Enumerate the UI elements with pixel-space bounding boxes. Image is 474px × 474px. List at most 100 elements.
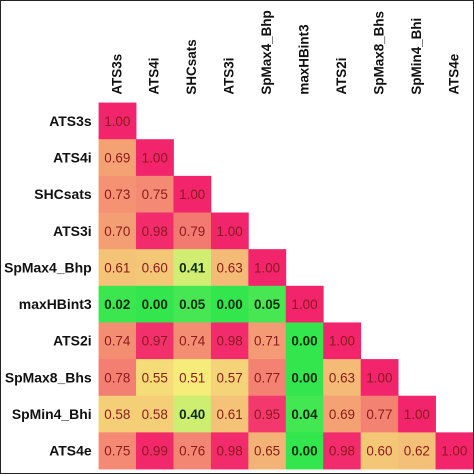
heatmap-cell-ats3i-ats3i (210, 212, 249, 250)
heatmap-cell-ats2i-ats4i (136, 322, 174, 360)
heatmap-value-ats4i-ats3s: 0.69 (104, 151, 130, 166)
heatmap-value-ats4e-ats4e: 1.00 (441, 444, 467, 459)
heatmap-cell-spmax8-bhs-shcsats (173, 359, 212, 397)
heatmap-value-spmax4-bhp-ats3s: 0.61 (104, 260, 130, 275)
heatmap-value-ats3i-ats3s: 0.70 (104, 224, 130, 239)
row-label-ats3s: ATS3s (49, 113, 92, 129)
heatmap-value-spmax8-bhs-spmax8-bhs: 1.00 (366, 370, 392, 385)
heatmap-value-spmax8-bhs-shcsats: 0.51 (179, 370, 205, 385)
heatmap-value-spmin4-bhi-spmax4-bhp: 0.95 (254, 407, 280, 422)
heatmap-value-maxhbint3-shcsats: 0.05 (179, 297, 206, 312)
heatmap-cell-spmin4-bhi-ats4i (136, 395, 174, 433)
heatmap-value-spmin4-bhi-spmax8-bhs: 0.77 (366, 407, 392, 422)
heatmap-value-ats2i-ats4i: 0.97 (142, 334, 168, 349)
heatmap-cell-spmin4-bhi-spmax8-bhs (360, 395, 399, 433)
heatmap-cell-ats2i-ats3s (98, 322, 137, 360)
heatmap-cell-ats4e-maxhbint3 (285, 432, 324, 470)
heatmap-value-spmin4-bhi-shcsats: 0.40 (179, 407, 205, 422)
row-label-maxhbint3: maxHBint3 (19, 296, 92, 312)
heatmap-cell-spmax4-bhp-ats4i (136, 249, 174, 287)
heatmap-cell-ats2i-ats2i (323, 322, 362, 360)
column-label-ats4e: ATS4e (446, 53, 461, 94)
heatmap-value-spmax8-bhs-ats3s: 0.78 (104, 370, 130, 385)
column-label-maxhbint3: maxHBint3 (296, 24, 311, 94)
heatmap-cell-spmin4-bhi-maxhbint3 (285, 395, 324, 433)
heatmap-cell-spmin4-bhi-spmax4-bhp (248, 395, 287, 433)
column-label-ats4i: ATS4i (147, 58, 162, 95)
heatmap-cell-ats2i-spmax4-bhp (248, 322, 287, 360)
heatmap-value-spmax4-bhp-ats4i: 0.60 (142, 260, 168, 275)
heatmap-cell-ats4i-ats3s (98, 139, 137, 177)
heatmap-cell-spmin4-bhi-ats3s (98, 395, 137, 433)
heatmap-cell-ats4e-ats4i (136, 432, 174, 470)
heatmap-cell-spmax8-bhs-ats3s (98, 359, 137, 397)
heatmap-cell-ats4e-spmax4-bhp (248, 432, 287, 470)
heatmap-value-maxhbint3-ats3i: 0.00 (217, 297, 243, 312)
heatmap-value-spmax4-bhp-spmax4-bhp: 1.00 (254, 260, 280, 275)
heatmap-value-ats3i-ats4i: 0.98 (142, 224, 168, 239)
heatmap-cell-ats2i-shcsats (173, 322, 212, 360)
heatmap-cell-spmin4-bhi-spmin4-bhi (398, 395, 436, 433)
heatmap-value-ats2i-maxhbint3: 0.00 (291, 334, 317, 349)
heatmap-cell-ats3s-ats3s (98, 102, 137, 140)
heatmap-value-spmax4-bhp-ats3i: 0.63 (217, 260, 243, 275)
row-label-spmax8-bhs: SpMax8_Bhs (5, 369, 92, 385)
row-labels: ATS3s ATS4i SHCsats ATS3i SpMax4_Bhp maxHBint… (4, 113, 92, 459)
heatmap-value-spmax8-bhs-spmax4-bhp: 0.77 (254, 370, 280, 385)
heatmap-cell-shcsats-ats4i (136, 175, 174, 213)
heatmap-cell-spmax8-bhs-ats4i (136, 359, 174, 397)
heatmap-cell-spmax8-bhs-ats3i (210, 359, 249, 397)
heatmap-value-ats2i-ats3s: 0.74 (104, 334, 131, 349)
column-label-ats3s: ATS3s (109, 54, 124, 95)
heatmap-value-ats4e-shcsats: 0.76 (179, 444, 205, 459)
heatmap-cell-ats4e-ats4e (435, 432, 473, 470)
column-label-ats3i: ATS3i (222, 58, 237, 95)
heatmap-value-spmin4-bhi-ats4i: 0.58 (142, 407, 168, 422)
heatmap-value-shcsats-shcsats: 1.00 (179, 187, 205, 202)
heatmap-value-spmin4-bhi-maxhbint3: 0.04 (291, 407, 318, 422)
heatmap-cell-ats4e-spmin4-bhi (398, 432, 436, 470)
heatmap-cell-spmax8-bhs-spmax4-bhp (248, 359, 287, 397)
heatmap-cell-spmin4-bhi-shcsats (173, 395, 212, 433)
heatmap-cell-shcsats-ats3s (98, 175, 137, 213)
heatmap-cell-ats4e-ats3i (210, 432, 249, 470)
heatmap-cell-ats2i-maxhbint3 (285, 322, 324, 360)
heatmap-cell-spmax8-bhs-spmax8-bhs (360, 359, 399, 397)
heatmap-cell-ats3i-ats4i (136, 212, 174, 250)
row-label-ats3i: ATS3i (53, 223, 91, 239)
heatmap-cell-spmax4-bhp-shcsats (173, 249, 212, 287)
heatmap-value-maxhbint3-maxhbint3: 1.00 (291, 297, 317, 312)
heatmap-value-ats4e-spmax4-bhp: 0.65 (254, 444, 280, 459)
row-label-ats2i: ATS2i (53, 333, 91, 349)
heatmap-value-ats4i-ats4i: 1.00 (142, 151, 168, 166)
heatmap-cell-spmin4-bhi-ats3i (210, 395, 249, 433)
heatmap-cells: 1.00 0.69 1.00 0.73 0.75 1.00 0.70 0.98 0.79 1.00… (98, 102, 473, 470)
column-label-ats2i: ATS2i (334, 58, 349, 95)
heatmap-value-ats4e-spmax8-bhs: 0.60 (366, 444, 392, 459)
heatmap-value-maxhbint3-ats3s: 0.02 (104, 297, 130, 312)
heatmap-value-spmax8-bhs-ats3i: 0.57 (217, 370, 243, 385)
row-label-spmin4-bhi: SpMin4_Bhi (12, 406, 92, 422)
heatmap-value-spmax8-bhs-maxhbint3: 0.00 (291, 370, 317, 385)
heatmap-cell-maxhbint3-shcsats (173, 285, 212, 323)
heatmap-value-shcsats-ats3s: 0.73 (104, 187, 130, 202)
heatmap-cell-ats4e-spmax8-bhs (360, 432, 399, 470)
heatmap-cell-spmax4-bhp-spmax4-bhp (248, 249, 287, 287)
heatmap-value-ats4e-maxhbint3: 0.00 (291, 444, 317, 459)
heatmap-cell-spmax4-bhp-ats3i (210, 249, 249, 287)
column-label-spmax8-bhs: SpMax8_Bhs (371, 11, 386, 95)
column-label-spmin4-bhi: SpMin4_Bhi (409, 18, 424, 95)
heatmap-value-ats2i-ats3i: 0.98 (217, 334, 243, 349)
row-label-ats4i: ATS4i (53, 150, 91, 166)
heatmap-value-spmin4-bhi-ats3s: 0.58 (104, 407, 130, 422)
heatmap-value-spmin4-bhi-ats2i: 0.69 (329, 407, 355, 422)
heatmap-cell-maxhbint3-ats3i (210, 285, 249, 323)
heatmap-value-ats4e-ats3i: 0.98 (217, 444, 243, 459)
heatmap-cell-ats4e-shcsats (173, 432, 212, 470)
heatmap-cell-spmax8-bhs-ats2i (323, 359, 362, 397)
row-label-shcsats: SHCsats (34, 186, 92, 202)
heatmap-cell-maxhbint3-spmax4-bhp (248, 285, 287, 323)
heatmap-value-spmax4-bhp-shcsats: 0.41 (179, 260, 206, 275)
heatmap-cell-ats3i-shcsats (173, 212, 212, 250)
